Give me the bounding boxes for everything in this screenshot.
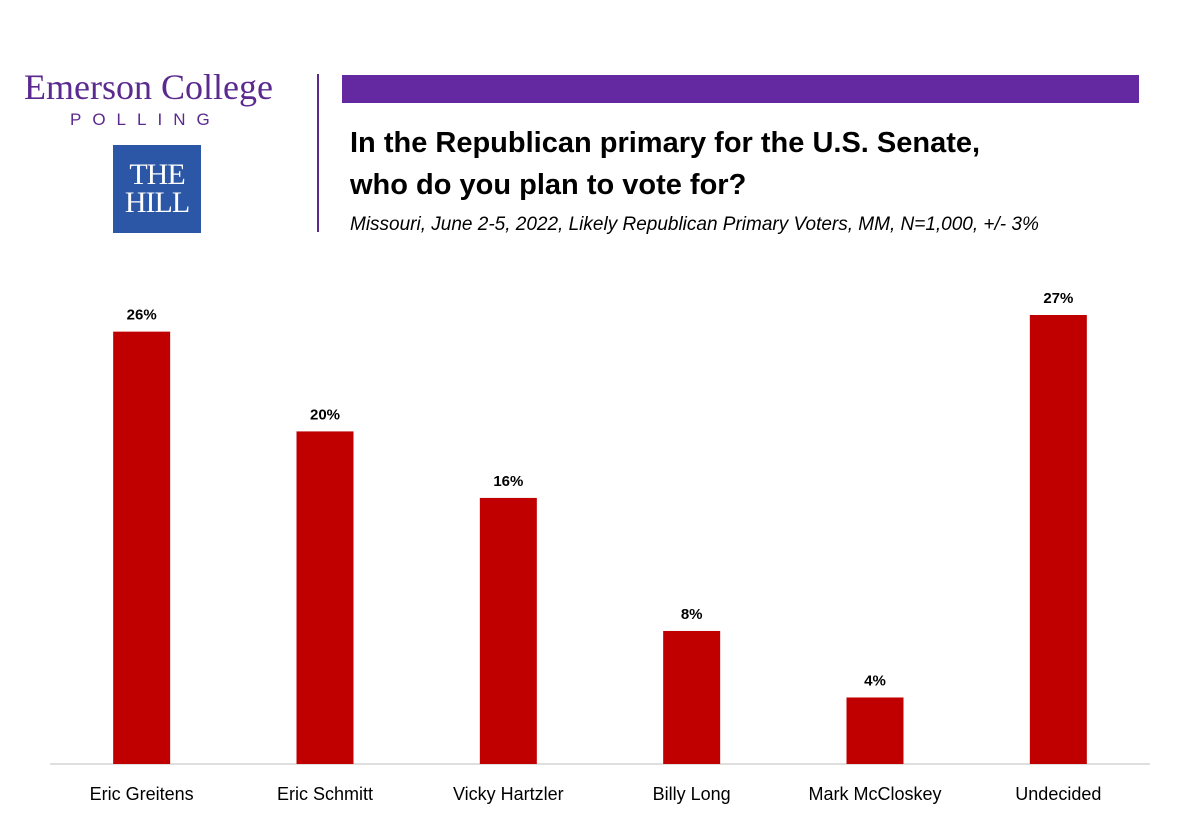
- category-label-1: Eric Schmitt: [277, 784, 373, 804]
- the-hill-logo-line1: THE: [129, 158, 185, 191]
- header-accent-bar: [342, 75, 1139, 103]
- bar-5: [1029, 315, 1087, 764]
- data-label-4: 4%: [864, 672, 886, 689]
- chart-title-line1: In the Republican primary for the U.S. S…: [350, 127, 981, 159]
- data-label-5: 27%: [1043, 290, 1073, 307]
- bar-2: [479, 497, 537, 764]
- bar-0: [113, 331, 171, 764]
- header-divider: [317, 74, 319, 232]
- the-hill-logo: THE HILL: [113, 145, 201, 233]
- chart-subtitle: Missouri, June 2-5, 2022, Likely Republi…: [350, 214, 1039, 235]
- data-label-1: 20%: [310, 406, 340, 423]
- bar-3: [663, 630, 721, 764]
- bar-4: [846, 697, 904, 764]
- category-label-0: Eric Greitens: [90, 784, 194, 804]
- bar-1: [296, 431, 354, 764]
- data-label-2: 16%: [493, 473, 523, 490]
- chart-title: In the Republican primary for the U.S. S…: [350, 122, 1110, 206]
- data-label-3: 8%: [681, 606, 703, 623]
- category-label-5: Undecided: [1015, 784, 1101, 804]
- chart-title-line2: who do you plan to vote for?: [350, 169, 747, 201]
- data-label-0: 26%: [127, 307, 157, 324]
- emerson-polling-logo-text: POLLING: [70, 110, 221, 129]
- category-label-3: Billy Long: [653, 784, 731, 804]
- the-hill-logo-line2: HILL: [124, 186, 190, 219]
- emerson-college-logo: Emerson College: [24, 67, 273, 107]
- category-label-4: Mark McCloskey: [808, 784, 941, 804]
- category-label-2: Vicky Hartzler: [453, 784, 564, 804]
